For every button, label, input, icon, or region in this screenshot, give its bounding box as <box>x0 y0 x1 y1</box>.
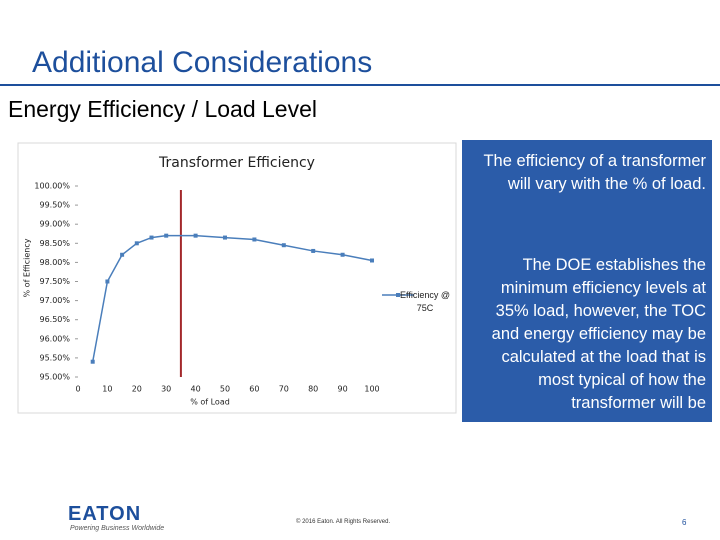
title-rule <box>0 84 720 86</box>
point <box>281 243 286 248</box>
x-tick-label: 0 <box>75 385 80 394</box>
x-axis-label: % of Load <box>190 398 230 407</box>
y-tick-label: 100.00% <box>34 182 70 191</box>
chart-title: Transformer Efficiency <box>158 155 315 171</box>
point <box>223 235 227 240</box>
y-axis-label: % of Efficiency <box>23 238 32 297</box>
point <box>149 235 154 240</box>
x-tick-label: 100 <box>364 385 379 394</box>
x-tick-label: 90 <box>338 385 348 394</box>
x-tick-label: 20 <box>132 385 142 394</box>
point <box>340 252 345 257</box>
x-tick-label: 50 <box>220 385 230 394</box>
copyright: © 2016 Eaton. All Rights Reserved. <box>296 519 391 525</box>
y-tick-label: 96.50% <box>39 315 70 324</box>
legend-label: Efficiency @ 75C <box>400 290 450 313</box>
point <box>120 252 125 257</box>
note: The DOE establishes the minimum efficien… <box>491 256 706 412</box>
y-tick-label: 99.50% <box>39 201 70 210</box>
point <box>370 258 374 263</box>
y-tick-label: 99.00% <box>39 220 70 229</box>
y-tick-label: 95.00% <box>39 373 70 382</box>
subtitle: Energy Efficiency / Load Level <box>8 96 317 122</box>
y-tick-label: 95.50% <box>39 353 70 362</box>
legend-marker <box>396 293 400 297</box>
x-tick-label: 40 <box>191 385 201 394</box>
x-tick-label: 70 <box>279 385 289 394</box>
point <box>193 233 198 238</box>
x-tick-label: 80 <box>308 385 318 394</box>
notes-panel <box>462 140 712 422</box>
chart-frame <box>17 142 457 414</box>
point <box>90 359 95 364</box>
x-tick-label: 10 <box>102 385 112 394</box>
y-tick-label: 98.50% <box>39 239 70 248</box>
point <box>252 237 257 242</box>
point <box>311 248 316 253</box>
y-tick-label: 97.00% <box>39 296 70 305</box>
point <box>164 233 169 238</box>
note: The efficiency of a transformer will var… <box>483 152 706 193</box>
x-tick-label: 30 <box>161 385 171 394</box>
logo-tagline: Powering Business Worldwide <box>70 525 165 532</box>
page-number: 6 <box>682 518 687 527</box>
y-tick-label: 97.50% <box>39 277 70 286</box>
logo: EATON <box>68 503 142 525</box>
x-tick-label: 60 <box>249 385 259 394</box>
y-tick-label: 98.00% <box>39 258 70 267</box>
slide-title: Additional Considerations <box>32 46 373 79</box>
point <box>105 279 110 284</box>
point <box>134 241 139 246</box>
y-tick-label: 96.00% <box>39 334 70 343</box>
